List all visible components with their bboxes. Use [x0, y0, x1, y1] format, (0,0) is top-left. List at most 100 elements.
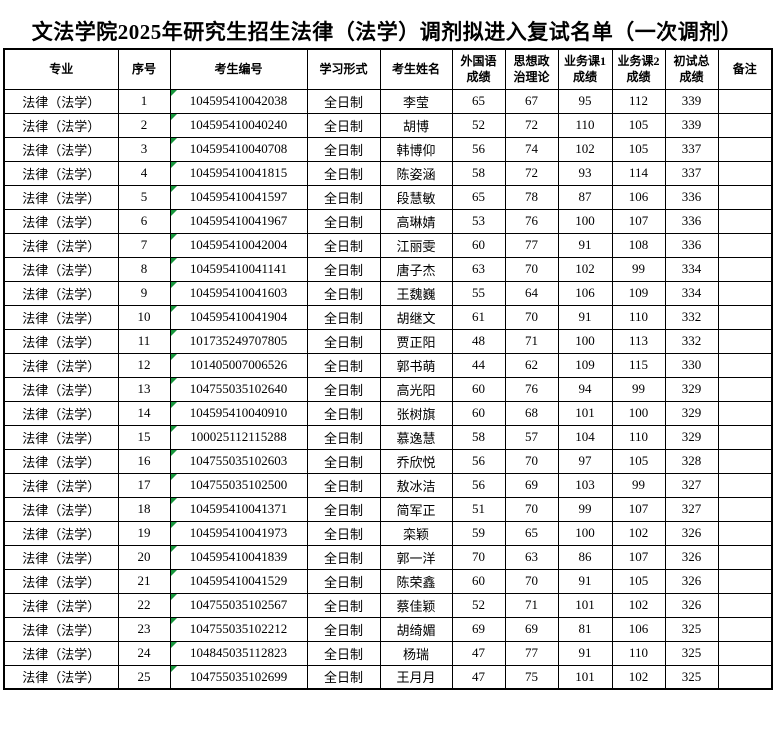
- cell-candidate-no: 104595410040910: [169, 400, 308, 426]
- cell-course1-score: 86: [557, 544, 613, 570]
- text-format-flag-icon: [171, 306, 177, 312]
- cell-course1-score: 100: [557, 328, 613, 354]
- cell-serial: 5: [117, 184, 171, 210]
- table-row: 法律（法学） 1 104595410042038 全日制 李莹 65 67 95 112 339: [3, 88, 773, 114]
- cell-politics-score: 70: [504, 568, 559, 594]
- cell-serial: 21: [117, 568, 171, 594]
- cell-candidate-no: 104595410041815: [169, 160, 308, 186]
- text-format-flag-icon: [171, 162, 177, 168]
- cell-course1-score: 99: [557, 496, 613, 522]
- cell-remark: [717, 208, 773, 234]
- cell-course2-score: 102: [611, 592, 666, 618]
- cell-major: 法律（法学）: [3, 448, 119, 474]
- cell-candidate-name: 段慧敏: [379, 184, 453, 210]
- cell-course2-score: 105: [611, 112, 666, 138]
- cell-candidate-name: 胡绮媚: [379, 616, 453, 642]
- cell-foreign-lang-score: 52: [451, 592, 506, 618]
- text-format-flag-icon: [171, 666, 177, 672]
- cell-major: 法律（法学）: [3, 376, 119, 402]
- cell-foreign-lang-score: 44: [451, 352, 506, 378]
- cell-politics-score: 62: [504, 352, 559, 378]
- cell-remark: [717, 256, 773, 282]
- cell-remark: [717, 520, 773, 546]
- cell-candidate-no: 104755035102212: [169, 616, 308, 642]
- table-row: 法律（法学） 22 104755035102567 全日制 蔡佳颖 52 71 101 102 3…: [3, 592, 773, 618]
- cell-course2-score: 99: [611, 376, 666, 402]
- cell-candidate-no: 104595410041603: [169, 280, 308, 306]
- cell-total-score: 334: [664, 256, 719, 282]
- cell-serial: 17: [117, 472, 171, 498]
- cell-course1-score: 101: [557, 592, 613, 618]
- cell-candidate-name: 张树旗: [379, 400, 453, 426]
- cell-study-form: 全日制: [306, 88, 381, 114]
- cell-remark: [717, 544, 773, 570]
- cell-serial: 24: [117, 640, 171, 666]
- text-format-flag-icon: [171, 618, 177, 624]
- cell-total-score: 334: [664, 280, 719, 306]
- cell-course1-score: 102: [557, 136, 613, 162]
- cell-candidate-no: 104595410040240: [169, 112, 308, 138]
- cell-total-score: 329: [664, 424, 719, 450]
- cell-serial: 12: [117, 352, 171, 378]
- cell-remark: [717, 496, 773, 522]
- column-header-course2-score: 业务课2 成绩: [611, 48, 666, 90]
- cell-course1-score: 100: [557, 208, 613, 234]
- cell-major: 法律（法学）: [3, 304, 119, 330]
- cell-major: 法律（法学）: [3, 232, 119, 258]
- cell-major: 法律（法学）: [3, 328, 119, 354]
- cell-candidate-name: 韩博仰: [379, 136, 453, 162]
- cell-serial: 2: [117, 112, 171, 138]
- cell-politics-score: 72: [504, 112, 559, 138]
- cell-major: 法律（法学）: [3, 544, 119, 570]
- cell-course2-score: 105: [611, 568, 666, 594]
- cell-candidate-name: 唐子杰: [379, 256, 453, 282]
- cell-serial: 14: [117, 400, 171, 426]
- cell-candidate-name: 陈荣鑫: [379, 568, 453, 594]
- cell-candidate-no: 101405007006526: [169, 352, 308, 378]
- cell-total-score: 326: [664, 544, 719, 570]
- cell-politics-score: 75: [504, 664, 559, 690]
- cell-foreign-lang-score: 65: [451, 88, 506, 114]
- cell-serial: 9: [117, 280, 171, 306]
- text-format-flag-icon: [171, 474, 177, 480]
- table-row: 法律（法学） 14 104595410040910 全日制 张树旗 60 68 101 100 3…: [3, 400, 773, 426]
- cell-course2-score: 110: [611, 640, 666, 666]
- cell-major: 法律（法学）: [3, 640, 119, 666]
- table-row: 法律（法学） 25 104755035102699 全日制 王月月 47 75 101 102 3…: [3, 664, 773, 690]
- cell-candidate-name: 陈姿涵: [379, 160, 453, 186]
- table-row: 法律（法学） 15 100025112115288 全日制 慕逸慧 58 57 104 110 3…: [3, 424, 773, 450]
- cell-total-score: 339: [664, 112, 719, 138]
- cell-serial: 10: [117, 304, 171, 330]
- cell-serial: 25: [117, 664, 171, 690]
- cell-candidate-no: 104755035102603: [169, 448, 308, 474]
- cell-foreign-lang-score: 60: [451, 400, 506, 426]
- column-header-course1-score: 业务课1 成绩: [557, 48, 613, 90]
- cell-serial: 4: [117, 160, 171, 186]
- text-format-flag-icon: [171, 210, 177, 216]
- text-format-flag-icon: [171, 498, 177, 504]
- text-format-flag-icon: [171, 426, 177, 432]
- table-header-row: 专业 序号 考生编号 学习形式 考生姓名 外国语 成绩 思想政 治理论 业务课1 成绩 业务课2…: [3, 48, 773, 90]
- cell-course2-score: 114: [611, 160, 666, 186]
- cell-foreign-lang-score: 56: [451, 472, 506, 498]
- cell-candidate-no: 104595410041904: [169, 304, 308, 330]
- cell-course2-score: 110: [611, 304, 666, 330]
- cell-candidate-no: 104595410041967: [169, 208, 308, 234]
- cell-course2-score: 107: [611, 496, 666, 522]
- cell-foreign-lang-score: 69: [451, 616, 506, 642]
- text-format-flag-icon: [171, 642, 177, 648]
- cell-course1-score: 91: [557, 640, 613, 666]
- cell-total-score: 332: [664, 328, 719, 354]
- cell-major: 法律（法学）: [3, 136, 119, 162]
- cell-serial: 13: [117, 376, 171, 402]
- cell-total-score: 327: [664, 472, 719, 498]
- cell-candidate-name: 王魏巍: [379, 280, 453, 306]
- cell-serial: 20: [117, 544, 171, 570]
- table-row: 法律（法学） 6 104595410041967 全日制 高琳婧 53 76 100 107 33…: [3, 208, 773, 234]
- cell-remark: [717, 352, 773, 378]
- cell-foreign-lang-score: 58: [451, 424, 506, 450]
- cell-foreign-lang-score: 52: [451, 112, 506, 138]
- cell-candidate-name: 栾颖: [379, 520, 453, 546]
- text-format-flag-icon: [171, 402, 177, 408]
- cell-course1-score: 106: [557, 280, 613, 306]
